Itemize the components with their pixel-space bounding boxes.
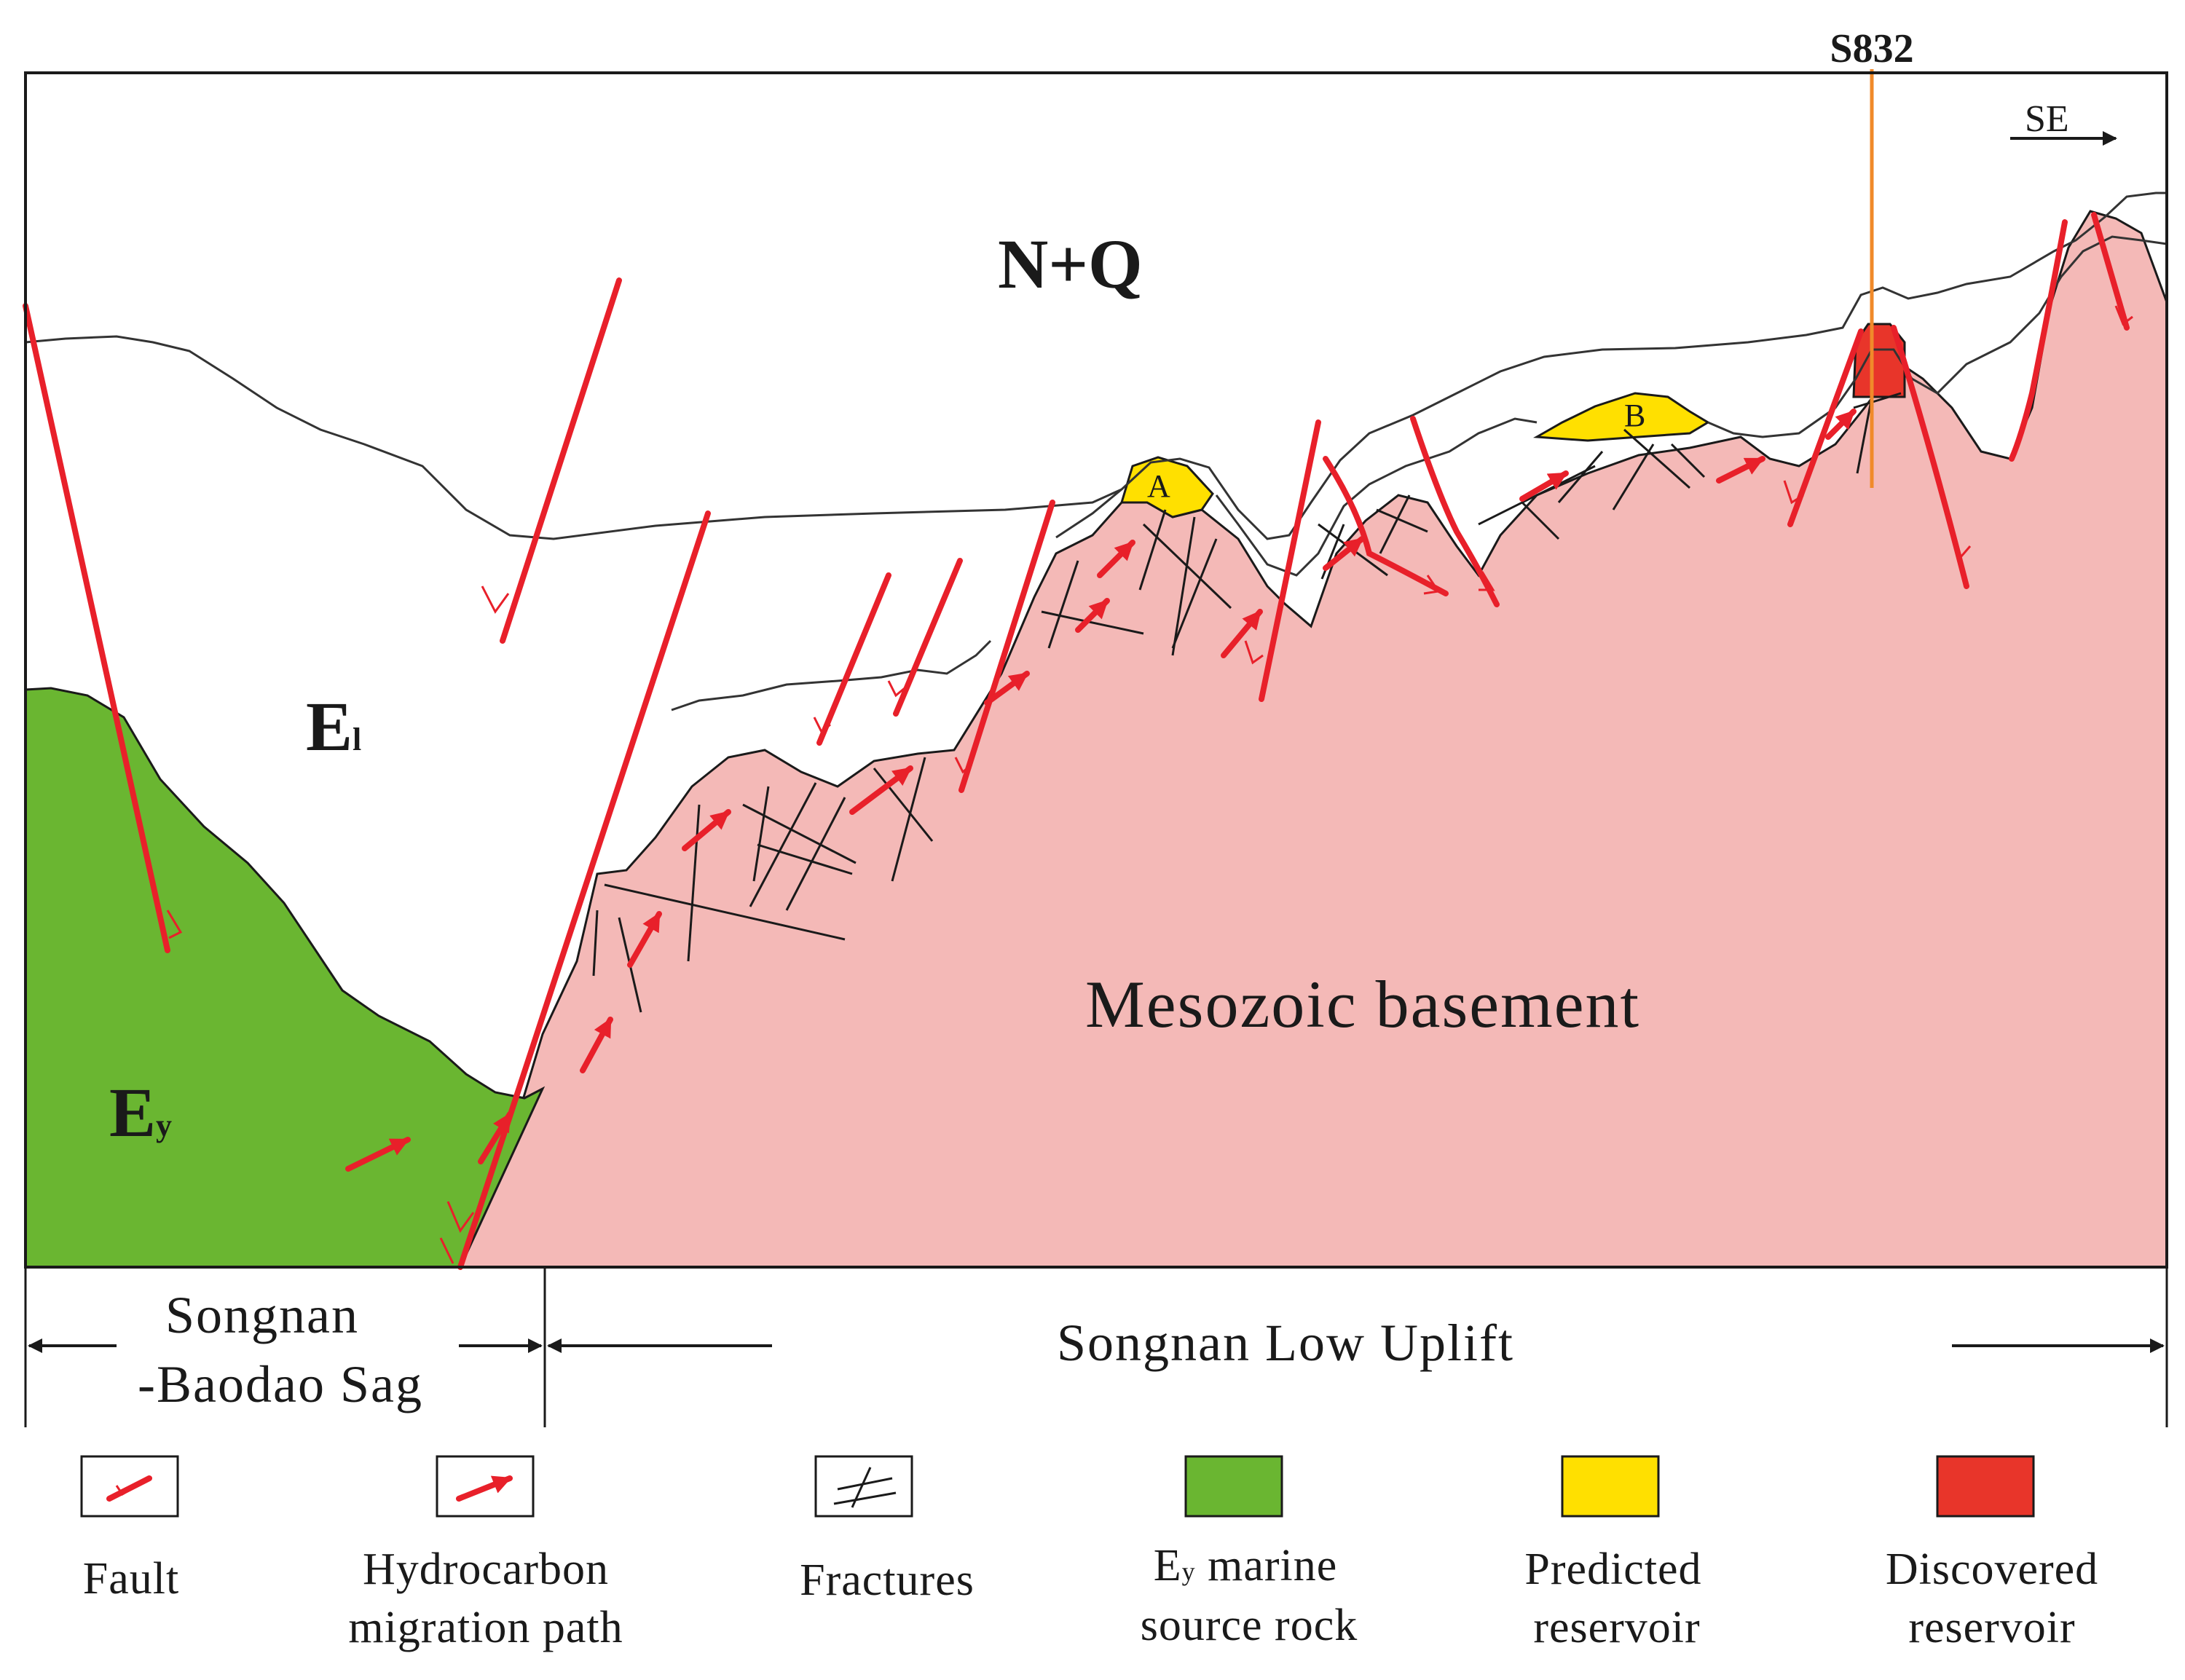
fault-e1 [816, 572, 891, 746]
legend-source-rock: Ey marine source rock [1141, 1455, 1358, 1650]
source-rock-polygon [24, 687, 546, 1269]
legend-predicted-line1: Predicted [1524, 1545, 1701, 1594]
fault-east-1 [2009, 219, 2068, 462]
reservoir-a-label: A [1147, 468, 1170, 504]
reservoir-b-label: B [1624, 398, 1645, 433]
legend-fault-label: Fault [83, 1554, 179, 1604]
legend-migration-line1: Hydrocarbon [363, 1545, 609, 1594]
fault-s832-west [1787, 328, 1864, 527]
fault-left [23, 303, 170, 953]
fault-upper-left [500, 277, 622, 644]
zone-sag-line2: -Baodao Sag [138, 1355, 423, 1413]
zone-uplift: Songnan Low Uplift [1057, 1314, 1514, 1372]
zone-bar: Songnan -Baodao Sag Songnan Low Uplift [24, 1267, 2168, 1427]
section-frame [24, 71, 2168, 1269]
section-panel: SE S832 N+Q El Ey Mesozoic basement A B [23, 26, 2168, 1270]
predicted-reservoir-b [1532, 392, 1710, 442]
unit-ey-label: Ey [109, 1073, 172, 1151]
horizon-upper [25, 192, 2167, 540]
legend-fractures: Fractures [800, 1455, 975, 1605]
horizon-e-lower [671, 639, 992, 711]
legend-predicted-line2: reservoir [1533, 1603, 1700, 1652]
legend: Fault Hydrocarbon migration path Fractur… [80, 1455, 2098, 1652]
fault-listric-2 [1410, 416, 1500, 607]
fault-main-sag-boundary [457, 510, 711, 1270]
basement-polygon [458, 210, 2168, 1269]
predicted-reservoir-a [1119, 456, 1214, 518]
legend-source-line1: Ey marine [1154, 1541, 1338, 1590]
basement-label: Mesozoic basement [1085, 967, 1640, 1041]
fault-a-east [1259, 419, 1321, 702]
legend-fault: Fault [80, 1455, 179, 1604]
unit-el-label: El [306, 687, 361, 765]
unit-nq-label: N+Q [998, 225, 1143, 303]
legend-discovered-line2: reservoir [1908, 1603, 2075, 1652]
legend-migration: Hydrocarbon migration path [348, 1455, 623, 1652]
legend-discovered-line1: Discovered [1886, 1545, 2098, 1594]
migration-arrows [345, 409, 1857, 1172]
legend-source-line2: source rock [1141, 1601, 1358, 1650]
legend-migration-line2: migration path [348, 1603, 623, 1652]
legend-fractures-label: Fractures [800, 1555, 975, 1605]
legend-discovered: Discovered reservoir [1886, 1455, 2098, 1652]
well-label: S832 [1830, 26, 1913, 71]
fault-e2 [893, 558, 963, 717]
fault-listric-1 [1323, 456, 1449, 596]
fault-east-2 [2091, 212, 2130, 331]
fault-e3 [958, 500, 1055, 793]
legend-predicted: Predicted reservoir [1524, 1455, 1701, 1652]
zone-sag-line1: Songnan [165, 1286, 359, 1344]
faults [23, 212, 2133, 1270]
direction-label: SE [2025, 98, 2069, 140]
horizon-mid [1055, 235, 2168, 577]
